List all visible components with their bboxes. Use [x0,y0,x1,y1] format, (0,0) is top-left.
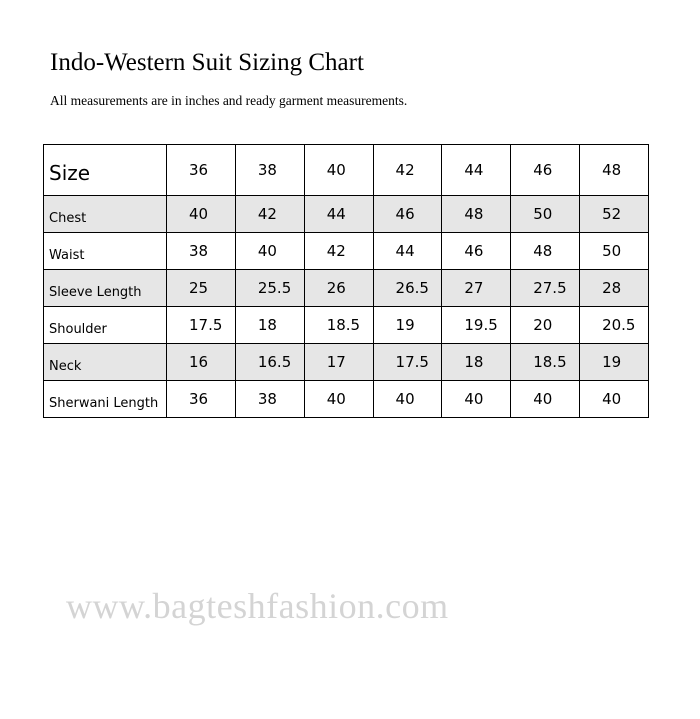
measurement-cell: 18 [441,343,512,381]
measurement-cell: 27.5 [510,269,581,307]
header-size-cell: 46 [510,144,581,196]
header-size-cell: 40 [303,144,374,196]
measurement-cell: 40 [579,380,649,418]
table-row: Sherwani Length 36 38 40 40 40 40 40 [43,380,649,418]
measurement-cell: 52 [579,195,649,233]
measurement-cell: 27 [441,269,512,307]
measurement-cell: 40 [303,380,374,418]
table-row: Shoulder 17.5 18 18.5 19 19.5 20 20.5 [43,306,649,344]
measurement-cell: 38 [166,232,236,270]
table-row: Chest 40 42 44 46 48 50 52 [43,195,649,233]
measurement-cell: 40 [372,380,443,418]
sizing-table-body: Size 36 38 40 42 44 46 48 Chest 40 42 44 46 4… [43,144,649,418]
measurement-cell: 16 [166,343,236,381]
row-label-cell: Chest [43,195,167,233]
table-row: Neck 16 16.5 17 17.5 18 18.5 19 [43,343,649,381]
measurement-cell: 44 [372,232,443,270]
measurement-cell: 17.5 [372,343,443,381]
measurement-cell: 48 [510,232,581,270]
measurement-cell: 46 [441,232,512,270]
watermark-text: www.bagteshfashion.com [66,586,449,626]
measurement-cell: 40 [166,195,236,233]
measurement-cell: 50 [510,195,581,233]
page-title: Indo-Western Suit Sizing Chart [50,49,364,76]
table-row: Sleeve Length 25 25.5 26 26.5 27 27.5 28 [43,269,649,307]
measurement-cell: 42 [303,232,374,270]
measurement-cell: 50 [579,232,649,270]
row-label-cell: Neck [43,343,167,381]
measurement-cell: 26 [303,269,374,307]
measurement-cell: 19 [372,306,443,344]
measurement-cell: 42 [234,195,305,233]
header-size-cell: 42 [372,144,443,196]
measurement-cell: 40 [510,380,581,418]
measurement-cell: 20 [510,306,581,344]
row-label-cell: Sleeve Length [43,269,167,307]
measurement-cell: 18.5 [510,343,581,381]
measurement-cell: 20.5 [579,306,649,344]
measurement-cell: 19 [579,343,649,381]
measurement-cell: 18.5 [303,306,374,344]
measurement-cell: 17.5 [166,306,236,344]
measurement-cell: 46 [372,195,443,233]
measurement-cell: 40 [441,380,512,418]
measurement-cell: 16.5 [234,343,305,381]
measurement-cell: 36 [166,380,236,418]
measurement-cell: 44 [303,195,374,233]
measurement-cell: 28 [579,269,649,307]
row-label-cell: Waist [43,232,167,270]
header-size-cell: 36 [166,144,236,196]
measurement-cell: 26.5 [372,269,443,307]
header-size-cell: 44 [441,144,512,196]
table-header-row: Size 36 38 40 42 44 46 48 [43,144,649,196]
measurement-cell: 18 [234,306,305,344]
row-label-cell: Shoulder [43,306,167,344]
measurement-cell: 19.5 [441,306,512,344]
measurement-cell: 25 [166,269,236,307]
header-label-cell: Size [43,144,167,196]
header-size-cell: 38 [234,144,305,196]
sizing-table: Size 36 38 40 42 44 46 48 Chest 40 42 44 46 4… [43,144,649,418]
measurement-cell: 38 [234,380,305,418]
table-row: Waist 38 40 42 44 46 48 50 [43,232,649,270]
measurement-cell: 48 [441,195,512,233]
measurement-cell: 25.5 [234,269,305,307]
page-subtitle: All measurements are in inches and ready… [50,93,408,108]
row-label-cell: Sherwani Length [43,380,167,418]
measurement-cell: 17 [303,343,374,381]
header-size-cell: 48 [579,144,649,196]
measurement-cell: 40 [234,232,305,270]
